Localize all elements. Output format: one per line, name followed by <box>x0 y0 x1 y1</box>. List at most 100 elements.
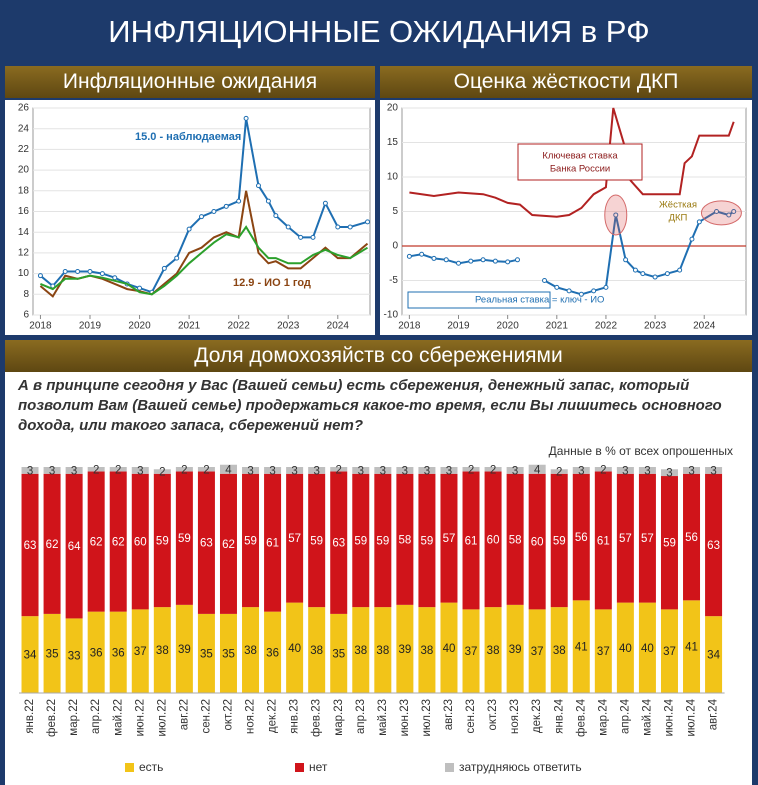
data-label: 39 <box>398 644 411 656</box>
x-tick-label: 2024 <box>327 321 350 332</box>
x-tick-label: май.24 <box>641 698 653 735</box>
x-tick-label: 2018 <box>398 321 421 332</box>
data-label: 3 <box>644 465 650 477</box>
x-tick-label: фев.24 <box>575 698 587 737</box>
point <box>456 260 462 266</box>
point <box>99 271 105 277</box>
annotation: Реальная ставка = ключ - ИО <box>475 295 604 306</box>
data-label: 38 <box>354 645 367 657</box>
bar-segment <box>153 473 171 608</box>
point <box>514 257 520 263</box>
x-tick-label: ноя.23 <box>509 699 521 734</box>
annotation: Ключевая ставка <box>542 151 618 162</box>
bar-segment <box>286 473 304 603</box>
bar-segment <box>109 611 127 693</box>
data-label: 62 <box>222 539 235 551</box>
data-label: 2 <box>159 467 165 479</box>
x-tick-label: янв.22 <box>24 699 36 734</box>
x-tick-label: 2019 <box>79 321 102 332</box>
bar-segment <box>572 600 590 693</box>
point <box>731 209 737 214</box>
bar-segment <box>616 467 634 474</box>
point <box>726 212 732 218</box>
point <box>310 234 316 240</box>
bar-segment <box>109 467 127 472</box>
annotation-box <box>407 291 551 309</box>
data-label: 57 <box>443 533 456 545</box>
bar-segment <box>308 467 326 474</box>
y-tick-label: 5 <box>392 206 398 217</box>
bar-segment <box>462 467 480 472</box>
data-label: 3 <box>424 465 430 477</box>
bar-segment <box>638 467 656 474</box>
x-tick-label: апр.22 <box>90 699 102 734</box>
point <box>542 278 548 283</box>
data-label: 37 <box>597 646 610 658</box>
point <box>322 200 328 206</box>
bar-segment <box>683 473 701 601</box>
point <box>613 212 619 218</box>
bar-segment <box>43 467 61 474</box>
legend-swatch <box>445 763 454 772</box>
point <box>652 274 658 280</box>
bar-segment <box>396 467 414 474</box>
bar-segment <box>175 604 193 693</box>
data-label: 2 <box>468 464 474 476</box>
point <box>285 224 291 230</box>
x-tick-label: апр.23 <box>355 699 367 734</box>
bar-segment <box>21 616 39 693</box>
bar-segment <box>484 467 502 472</box>
point <box>603 284 609 290</box>
bar-segment <box>572 473 590 601</box>
point <box>347 224 353 230</box>
y-tick-label: -5 <box>389 275 398 286</box>
x-tick-label: 2021 <box>178 321 201 332</box>
bar-segment <box>352 607 370 693</box>
point <box>689 236 695 242</box>
x-tick-label: 2019 <box>447 321 470 332</box>
bar-segment <box>153 607 171 693</box>
data-label: 57 <box>288 533 301 545</box>
bar-segment <box>308 607 326 693</box>
data-label: 39 <box>178 644 191 656</box>
data-label: 63 <box>332 538 345 550</box>
data-label: 34 <box>24 650 37 662</box>
x-tick-label: ноя.22 <box>245 699 257 734</box>
y-tick-label: 12 <box>18 248 30 259</box>
annotation-box <box>517 143 643 181</box>
point <box>223 203 229 209</box>
x-tick-label: авг.22 <box>178 699 190 730</box>
bar-segment <box>264 473 282 612</box>
point <box>255 183 261 189</box>
point <box>623 257 629 263</box>
data-label: 59 <box>376 535 389 547</box>
data-label: 38 <box>310 645 323 657</box>
point <box>443 257 449 263</box>
data-label: 59 <box>663 538 676 550</box>
data-label: 59 <box>156 535 169 547</box>
bar-segment <box>705 467 723 474</box>
bar-segment <box>219 613 237 693</box>
x-tick-label: апр.24 <box>619 698 631 734</box>
bar-segment <box>550 469 568 474</box>
legend-label: нет <box>309 760 328 774</box>
data-label: 38 <box>376 645 389 657</box>
point <box>591 288 597 294</box>
legend-swatch <box>125 763 134 772</box>
bar-segment <box>43 473 61 614</box>
data-label: 33 <box>68 651 81 663</box>
data-label: 3 <box>313 465 319 477</box>
series-line <box>40 225 369 296</box>
data-label: 35 <box>200 648 213 660</box>
bar-segment <box>396 604 414 693</box>
legend-label: затрудняюсь ответить <box>459 760 582 774</box>
legend-label: есть <box>139 760 163 774</box>
x-tick-label: авг.23 <box>443 699 455 730</box>
x-tick-label: мар.24 <box>597 698 609 735</box>
bar-segment <box>131 467 149 474</box>
x-tick-label: июн.24 <box>664 698 676 736</box>
data-label: 56 <box>685 532 698 544</box>
data-label: 40 <box>443 643 456 655</box>
